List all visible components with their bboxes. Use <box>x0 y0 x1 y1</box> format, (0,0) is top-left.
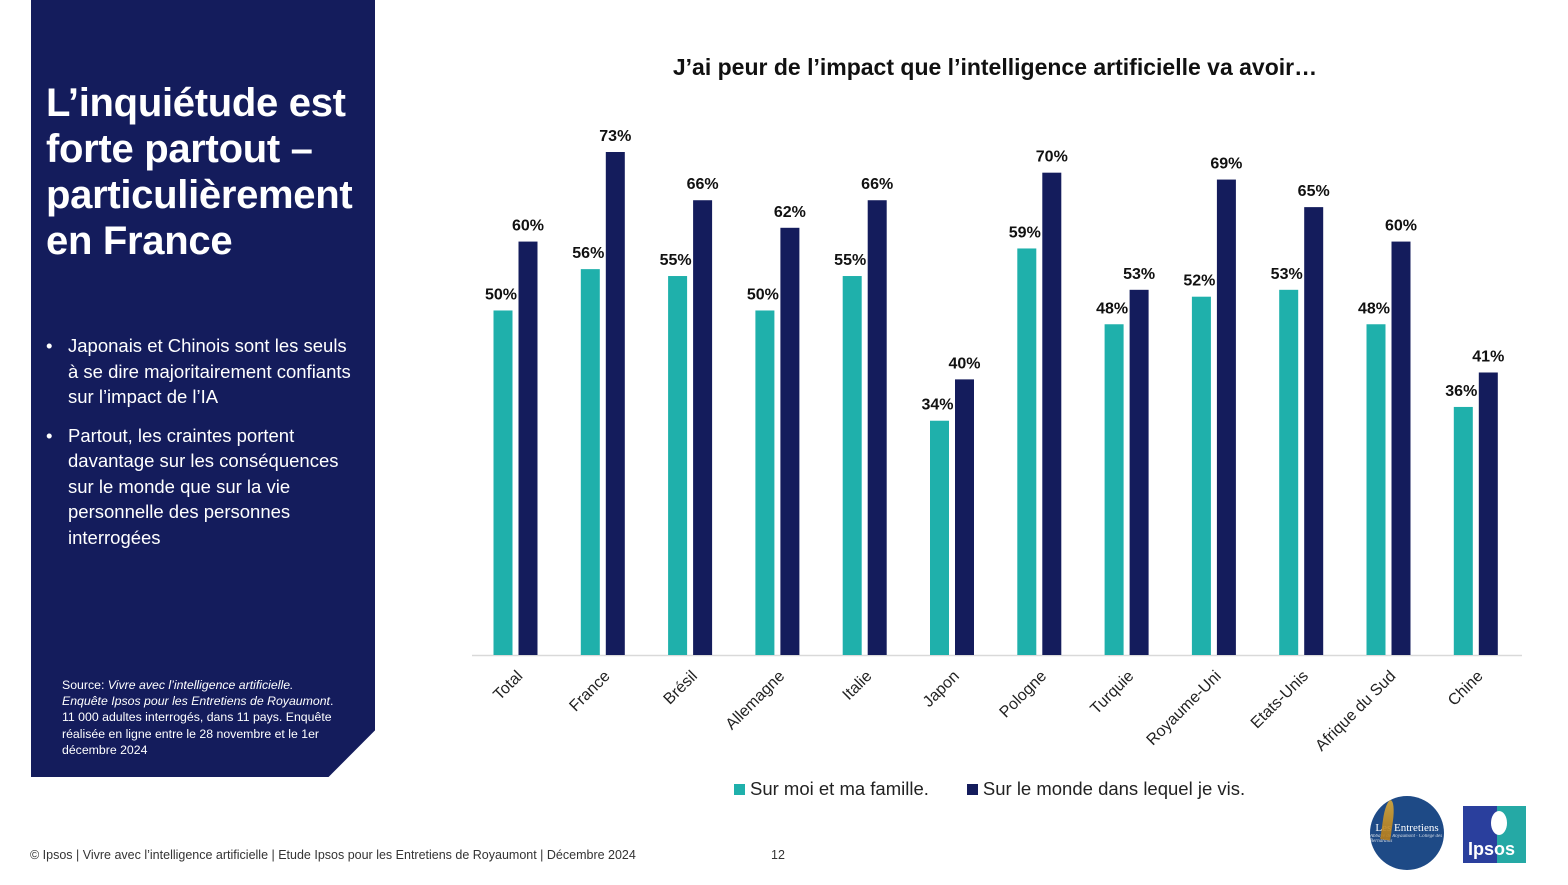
chart-legend: Sur moi et ma famille. Sur le monde dans… <box>734 778 1245 800</box>
data-label: 59% <box>1009 224 1041 241</box>
bar-famille <box>1279 289 1299 655</box>
data-label: 70% <box>1036 149 1068 166</box>
x-tick-label: Turquie <box>1087 668 1137 718</box>
footer-text: © Ipsos | Vivre avec l’intelligence arti… <box>30 848 636 862</box>
x-tick-label: Afrique du Sud <box>1312 668 1399 755</box>
bar-famille <box>1017 248 1037 655</box>
bar-famille <box>1366 324 1386 655</box>
legend-swatch-navy <box>966 783 978 795</box>
bar-monde <box>1129 289 1149 655</box>
data-label: 50% <box>747 286 779 303</box>
x-tick-label: Brésil <box>661 668 701 708</box>
bar-famille <box>580 269 600 655</box>
data-label: 52% <box>1183 273 1215 290</box>
bar-famille <box>1104 324 1124 655</box>
bar-famille <box>842 276 862 655</box>
data-label: 48% <box>1096 300 1128 317</box>
data-label: 36% <box>1445 383 1477 400</box>
data-label: 66% <box>687 176 719 193</box>
head-silhouette-icon <box>1491 811 1507 835</box>
data-label: 60% <box>512 218 544 235</box>
data-label: 65% <box>1298 183 1330 200</box>
bar-famille <box>1191 296 1211 655</box>
bar-famille <box>755 310 775 655</box>
source-title: Vivre avec l’intelligence artificielle. … <box>62 678 330 709</box>
ipsos-logo-text: Ipsos <box>1468 839 1516 859</box>
data-label: 48% <box>1358 300 1390 317</box>
legend-label: Sur le monde dans lequel je vis. <box>982 778 1246 799</box>
bullet-item: Japonais et Chinois sont les seuls à se … <box>46 333 356 410</box>
data-label: 50% <box>485 286 517 303</box>
source-details: . 11 000 adultes interrogés, dans 11 pay… <box>62 694 334 757</box>
entretiens-logo-subtext: Abbaye de Royaumont · Collège des Bernar… <box>1370 834 1443 844</box>
data-label: 53% <box>1271 266 1303 283</box>
bar-famille <box>1453 406 1473 655</box>
data-label: 55% <box>660 252 692 269</box>
source-label: Source: <box>62 678 108 692</box>
slide-title: L’inquiétude est forte partout – particu… <box>46 81 353 263</box>
bar-famille <box>668 276 688 655</box>
key-findings-list: Japonais et Chinois sont les seuls à se … <box>46 333 356 563</box>
bar-monde <box>1304 207 1324 655</box>
legend-label: Sur moi et ma famille. <box>750 778 929 799</box>
x-tick-label: Etats-Unis <box>1248 668 1312 732</box>
ipsos-logo: Ipsos <box>1463 806 1526 863</box>
bullet-item: Partout, les craintes portent davantage … <box>46 423 356 551</box>
bar-famille <box>493 310 513 655</box>
x-tick-label: Pologne <box>997 668 1051 722</box>
data-label: 73% <box>599 128 631 145</box>
data-label: 41% <box>1472 348 1504 365</box>
bar-monde <box>867 200 887 655</box>
x-tick-label: France <box>566 668 613 715</box>
bar-monde <box>1478 372 1498 655</box>
x-tick-label: Royaume-Uni <box>1144 668 1225 749</box>
legend-swatch-teal <box>734 783 745 795</box>
legend-item-series-2: Sur le monde dans lequel je vis. <box>966 778 1246 800</box>
data-label: 62% <box>774 204 806 221</box>
x-tick-label: Japon <box>920 668 963 711</box>
data-label: 40% <box>948 355 980 372</box>
bar-monde <box>693 200 713 655</box>
bar-famille <box>930 420 949 655</box>
data-label: 34% <box>921 397 953 414</box>
bar-monde <box>1216 179 1236 655</box>
data-label: 60% <box>1385 218 1417 235</box>
data-label: 55% <box>834 252 866 269</box>
bar-monde <box>605 152 625 655</box>
data-label: 53% <box>1123 266 1155 283</box>
legend-item-series-1: Sur moi et ma famille. <box>734 778 929 800</box>
chart-title: J’ai peur de l’impact que l’intelligence… <box>672 54 1318 80</box>
x-tick-label: Italie <box>840 668 876 704</box>
x-tick-label: Allemagne <box>723 668 789 734</box>
data-label: 56% <box>572 245 604 262</box>
source-note: Source: Vivre avec l’intelligence artifi… <box>62 677 337 758</box>
x-tick-label: Total <box>490 668 526 704</box>
bar-monde <box>780 227 800 655</box>
page-number: 12 <box>771 848 785 862</box>
x-tick-label: Chine <box>1445 668 1487 710</box>
bar-monde <box>1042 172 1062 655</box>
bar-monde <box>955 379 974 655</box>
bar-monde <box>518 241 538 655</box>
data-label: 69% <box>1210 156 1242 173</box>
bar-monde <box>1391 241 1411 655</box>
data-label: 66% <box>861 176 893 193</box>
